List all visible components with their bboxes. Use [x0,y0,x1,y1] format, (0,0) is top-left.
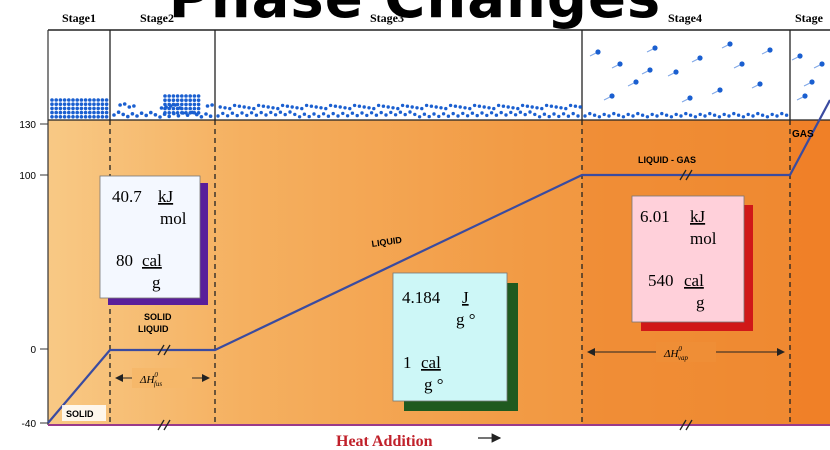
delta-h-fus-label: ΔH0 fus [139,371,162,388]
label-liquid: LIQUID [371,235,403,249]
liq-value-2: 1 [403,353,412,372]
stage2-label: Stage2 [140,11,174,25]
specific-heat-box: 4.184 J g ° 1 cal g ° [392,272,518,411]
stage5-label: Stage [795,11,824,25]
stage4-label: Stage4 [668,11,702,25]
heating-curve [47,99,830,424]
delta-h-vap-label: ΔH0 vap [663,345,689,362]
liq-unit2-den: g ° [424,375,444,394]
vaporization-energy-box: 6.01 kJ mol 540 cal g [631,195,753,331]
label-solid-liquid-1: SOLID [144,312,172,322]
fus-unit2-den: g [152,273,161,292]
label-solid-liquid-2: LIQUID [138,324,169,334]
fusion-energy-box: 40.7 kJ mol 80 cal g [99,175,208,305]
vap-unit1-num: kJ [690,207,706,226]
label-solid: SOLID [66,409,94,419]
y-tick-100: 100 [19,171,36,182]
page-title: Phase Changes [0,0,830,31]
y-tick-130: 130 [19,120,36,131]
fus-value-2: 80 [116,251,133,270]
vap-unit2-den: g [696,293,705,312]
fus-unit1-num: kJ [158,187,174,206]
liq-unit1-den: g ° [456,310,476,329]
particles [50,41,825,119]
stage3-label: Stage3 [370,11,404,25]
label-gas: GAS [792,129,814,140]
stage1-label: Stage1 [62,11,96,25]
fus-value-1: 40.7 [112,187,142,206]
liq-value-1: 4.184 [402,288,441,307]
fus-unit1-den: mol [160,209,187,228]
vap-value-2: 540 [648,271,674,290]
liq-unit1-num: J [462,288,469,307]
y-tick-minus40: -40 [22,419,37,430]
y-tick-0: 0 [30,345,36,356]
liq-unit2-num: cal [421,353,441,372]
vap-value-1: 6.01 [640,207,670,226]
label-liquid-gas: LIQUID - GAS [638,155,696,165]
vap-unit1-den: mol [690,229,717,248]
fus-unit2-num: cal [142,251,162,270]
vap-unit2-num: cal [684,271,704,290]
x-axis-label: Heat Addition [336,433,433,450]
